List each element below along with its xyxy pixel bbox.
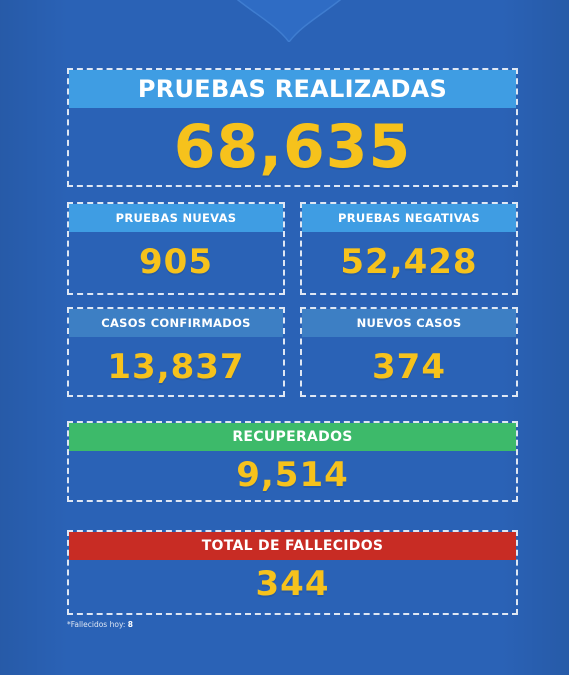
pruebas-negativas-value: 52,428 (340, 242, 478, 282)
footnote-value: 8 (127, 620, 133, 629)
nuevos-casos-label: NUEVOS CASOS (302, 309, 516, 337)
recuperados-value: 9,514 (236, 455, 349, 495)
pruebas-realizadas-card: PRUEBAS REALIZADAS 68,635 (67, 68, 518, 187)
pruebas-nuevas-card: PRUEBAS NUEVAS 905 (67, 202, 285, 295)
shield-shape-icon (236, 0, 342, 42)
pruebas-realizadas-value: 68,635 (173, 112, 412, 182)
fallecidos-value: 344 (255, 564, 330, 604)
fallecidos-label: TOTAL DE FALLECIDOS (69, 532, 516, 560)
pruebas-realizadas-title: PRUEBAS REALIZADAS (69, 70, 516, 108)
casos-confirmados-value: 13,837 (107, 347, 245, 387)
footnote-text: *Fallecidos hoy: (67, 620, 128, 629)
pruebas-negativas-label: PRUEBAS NEGATIVAS (302, 204, 516, 232)
casos-confirmados-label: CASOS CONFIRMADOS (69, 309, 283, 337)
pruebas-nuevas-value: 905 (139, 242, 213, 282)
footnote: *Fallecidos hoy: 8 (67, 620, 133, 629)
recuperados-label: RECUPERADOS (69, 423, 516, 451)
recuperados-card: RECUPERADOS 9,514 (67, 421, 518, 502)
pruebas-negativas-card: PRUEBAS NEGATIVAS 52,428 (300, 202, 518, 295)
casos-confirmados-card: CASOS CONFIRMADOS 13,837 (67, 307, 285, 397)
pruebas-nuevas-label: PRUEBAS NUEVAS (69, 204, 283, 232)
nuevos-casos-value: 374 (372, 347, 446, 387)
nuevos-casos-card: NUEVOS CASOS 374 (300, 307, 518, 397)
fallecidos-card: TOTAL DE FALLECIDOS 344 (67, 530, 518, 615)
